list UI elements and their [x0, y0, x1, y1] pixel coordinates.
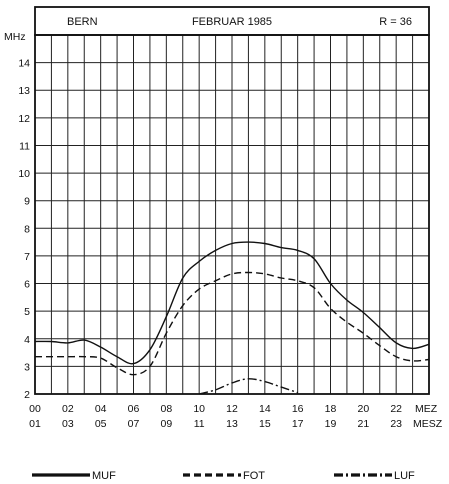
y-tick-label: 7	[24, 251, 30, 263]
x-axis-label-mez: MEZ	[415, 403, 438, 415]
y-axis-label: MHz	[4, 31, 26, 43]
y-tick-label: 3	[24, 361, 30, 373]
y-tick-label: 4	[24, 334, 30, 346]
legend-label-muf: MUF	[92, 470, 116, 482]
header-sunspot: R = 36	[379, 16, 412, 28]
x-tick-label-mesz: 07	[128, 418, 140, 430]
y-tick-label: 5	[24, 306, 30, 318]
series-line-fot	[34, 271, 430, 376]
y-tick-label: 10	[18, 168, 30, 180]
legend: MUF FOT LUF	[32, 470, 415, 482]
x-tick-label-mez: 04	[95, 403, 107, 415]
x-tick-label-mesz: 11	[194, 418, 205, 430]
x-tick-label-mesz: 21	[357, 418, 369, 430]
x-tick-label-mesz: 15	[259, 418, 271, 430]
x-ticks: 00 02 04 06 08 10 12 14 16 18 20 22 01 03 05 07 09 11 13 15…	[29, 403, 402, 430]
x-tick-label-mesz: 23	[390, 418, 402, 430]
x-tick-label-mesz: 19	[325, 418, 337, 430]
x-tick-label-mesz: 17	[292, 418, 304, 430]
x-tick-label-mez: 02	[62, 403, 74, 415]
y-tick-label: 9	[24, 196, 30, 208]
x-tick-label-mez: 10	[193, 403, 205, 415]
x-tick-label-mez: 20	[357, 403, 369, 415]
x-tick-label-mez: 06	[128, 403, 140, 415]
y-tick-label: 14	[18, 58, 30, 70]
x-tick-label-mez: 00	[29, 403, 41, 415]
y-tick-label: 6	[24, 279, 30, 291]
x-axis-label-mesz: MESZ	[413, 418, 443, 430]
series-group	[34, 241, 430, 395]
x-tick-label-mesz: 05	[95, 418, 107, 430]
y-tick-label: 11	[19, 140, 30, 152]
x-tick-label-mesz: 01	[29, 418, 41, 430]
header-period: FEBRUAR 1985	[192, 16, 272, 28]
x-tick-label-mez: 12	[226, 403, 238, 415]
x-tick-label-mez: 22	[390, 403, 402, 415]
series-line-luf	[199, 378, 298, 395]
x-tick-label-mesz: 13	[226, 418, 238, 430]
x-tick-label-mez: 14	[259, 403, 271, 415]
x-tick-label-mesz: 03	[62, 418, 74, 430]
x-tick-label-mesz: 09	[160, 418, 172, 430]
header-station: BERN	[67, 16, 98, 28]
y-tick-label: 12	[18, 113, 30, 125]
grid	[35, 35, 429, 394]
y-tick-label: 8	[24, 223, 30, 235]
y-ticks: 2 3 4 5 6 7 8 9 10 11 12 13 14	[18, 58, 30, 401]
y-tick-label: 13	[18, 85, 30, 97]
plot-frame	[34, 34, 430, 395]
x-tick-label-mez: 18	[325, 403, 337, 415]
legend-label-fot: FOT	[243, 470, 265, 482]
x-tick-label-mez: 16	[292, 403, 304, 415]
series-line-muf	[34, 241, 430, 365]
legend-label-luf: LUF	[394, 470, 415, 482]
y-tick-label: 2	[24, 389, 30, 401]
x-tick-label-mez: 08	[160, 403, 172, 415]
